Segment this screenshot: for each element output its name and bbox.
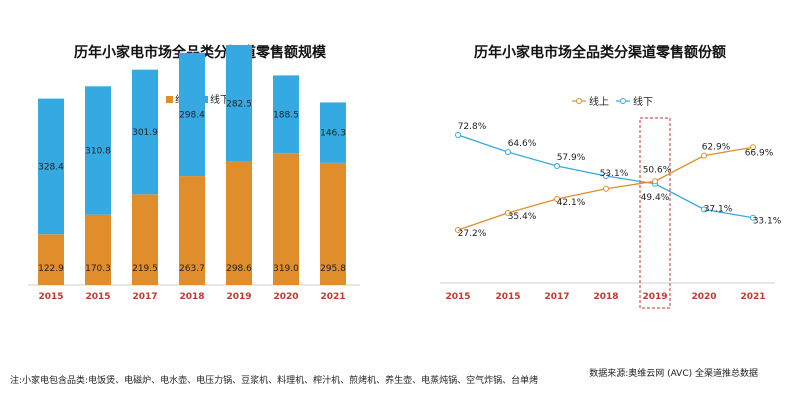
data-label-online-1: 35.4% xyxy=(508,212,537,222)
bar-label-online-5: 319.0 xyxy=(273,264,299,274)
bar-offline-5 xyxy=(273,75,299,154)
bar-label-offline-2: 301.9 xyxy=(132,128,158,138)
legend-label-online: 线上 xyxy=(589,95,609,108)
point-online-0 xyxy=(455,227,461,233)
data-label-offline-2: 57.9% xyxy=(557,153,586,163)
data-label-offline-3: 53.1% xyxy=(600,169,629,179)
footnote: 注:小家电包含品类:电饭煲、电磁炉、电水壶、电压力锅、豆浆机、料理机、榨汁机、煎… xyxy=(10,376,539,386)
bar-online-6 xyxy=(320,162,346,285)
data-source: 数据来源:奥维云网 (AVC) 全渠道推总数据 xyxy=(589,369,758,379)
legend-marker-online xyxy=(576,98,582,104)
data-label-offline-5: 37.1% xyxy=(704,204,733,214)
bar-offline-6 xyxy=(320,102,346,163)
data-label-offline-4: 49.4% xyxy=(641,193,670,203)
point-offline-6 xyxy=(750,214,756,221)
line-chart: 线上 线下 72.8% 64.6% 57.9% 53.1% 49.4% 37.1% 33.1% 2… xyxy=(440,95,782,309)
point-online-3 xyxy=(603,185,609,192)
bar-offline-4 xyxy=(226,45,252,162)
legend-label-offline: 线下 xyxy=(633,95,653,108)
x-tick-label-3: 2018 xyxy=(179,292,204,302)
bar-offline-1 xyxy=(85,86,111,215)
x-tick-label-1: 2015 xyxy=(85,292,110,302)
x-tick-label-2: 2017 xyxy=(544,292,569,302)
highlight-box-2019 xyxy=(639,117,671,309)
x-tick-label-0: 2015 xyxy=(445,292,470,302)
bar-label-offline-5: 188.5 xyxy=(273,110,299,120)
bar-label-offline-0: 328.4 xyxy=(38,162,64,172)
x-tick-label-2: 2017 xyxy=(132,292,157,302)
point-online-6 xyxy=(750,144,756,151)
right-chart-title: 历年小家电市场全品类分渠道零售额份额 xyxy=(474,45,726,61)
right-chart-panel: 历年小家电市场全品类分渠道零售额份额 线上 线下 72.8% 64.6% 57.9% 53… xyxy=(400,0,800,330)
bar-offline-3 xyxy=(179,52,205,177)
x-tick-label-6: 2021 xyxy=(740,292,765,302)
point-offline-5 xyxy=(701,206,707,213)
data-label-online-2: 42.1% xyxy=(557,198,586,208)
bar-label-online-3: 263.7 xyxy=(179,264,205,274)
data-label-offline-1: 64.6% xyxy=(508,139,537,149)
bar-label-online-1: 170.3 xyxy=(85,264,111,274)
x-tick-label-1: 2015 xyxy=(495,292,520,302)
point-online-1 xyxy=(505,209,511,216)
bar-label-online-4: 298.6 xyxy=(226,264,252,274)
bar-label-offline-6: 146.3 xyxy=(320,129,346,139)
x-tick-label-3: 2018 xyxy=(593,292,618,302)
data-label-online-6: 66.9% xyxy=(745,148,774,158)
bar-offline-0 xyxy=(38,98,64,235)
bar-label-offline-1: 310.8 xyxy=(85,146,111,156)
bar-label-online-6: 295.8 xyxy=(320,264,346,274)
bar-online-3 xyxy=(179,176,205,285)
data-label-online-0: 27.2% xyxy=(458,229,487,239)
x-tick-label-4: 2019 xyxy=(226,292,251,302)
x-tick-label-5: 2020 xyxy=(273,292,298,302)
data-label-online-4: 50.6% xyxy=(643,165,672,175)
data-label-offline-6: 33.1% xyxy=(753,217,782,227)
data-label-offline-0: 72.8% xyxy=(458,122,487,132)
bar-online-1 xyxy=(85,214,111,285)
bar-label-offline-4: 282.5 xyxy=(226,99,252,109)
point-offline-0 xyxy=(455,132,461,138)
x-tick-label-6: 2021 xyxy=(320,292,345,302)
point-online-4 xyxy=(652,178,658,185)
bar-label-offline-3: 298.4 xyxy=(179,110,205,120)
point-offline-3 xyxy=(603,173,609,180)
bar-offline-2 xyxy=(132,69,158,195)
bar-online-5 xyxy=(273,153,299,285)
legend-label-offline: 线下 xyxy=(210,93,230,106)
stacked-bar-chart: 线上线下122.9328.42015170.3310.82015219.5301… xyxy=(28,45,360,302)
data-label-online-5: 62.9% xyxy=(702,143,731,153)
x-tick-label-5: 2020 xyxy=(691,292,716,302)
bar-online-2 xyxy=(132,194,158,285)
legend-swatch-online xyxy=(166,96,173,103)
left-chart-panel: 历年小家电市场全品类分渠道零售额规模 线上线下122.9328.42015170… xyxy=(0,0,400,330)
bar-online-0 xyxy=(38,234,64,285)
x-tick-label-4: 2019 xyxy=(642,292,667,302)
bar-online-4 xyxy=(226,161,252,285)
point-online-2 xyxy=(554,195,560,202)
point-offline-1 xyxy=(505,149,511,156)
point-online-5 xyxy=(701,152,707,159)
legend-marker-offline xyxy=(620,98,626,104)
bar-label-online-0: 122.9 xyxy=(38,264,64,274)
x-tick-label-0: 2015 xyxy=(38,292,63,302)
bar-label-online-2: 219.5 xyxy=(132,264,158,274)
point-offline-2 xyxy=(554,163,560,170)
